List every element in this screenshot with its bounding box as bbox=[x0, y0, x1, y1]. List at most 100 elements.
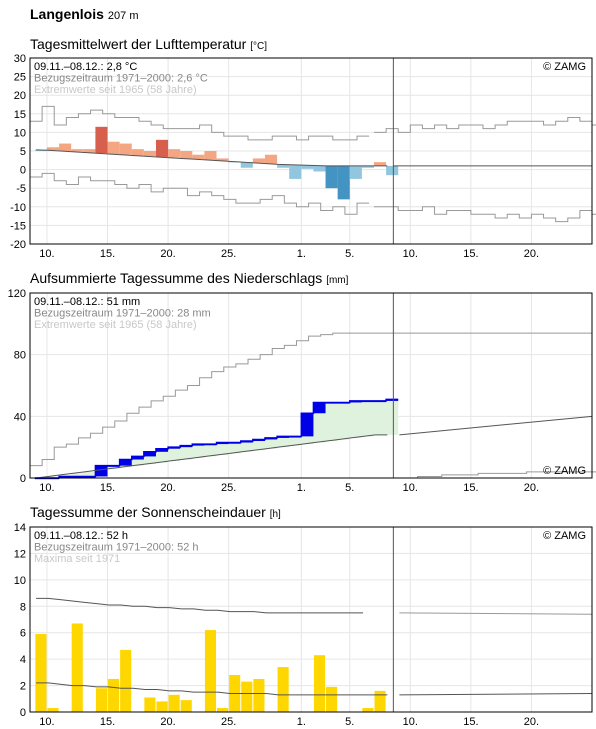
temperature-info-line: Extremwerte seit 1965 (58 Jahre) bbox=[34, 84, 197, 96]
sunshine-x-tick-label: 10. bbox=[403, 716, 418, 728]
temperature-y-tick-label: -15 bbox=[10, 220, 26, 232]
sunshine-bar bbox=[35, 634, 47, 712]
sunshine-info-line: 09.11.–08.12.: 52 h bbox=[34, 530, 128, 542]
temperature-y-tick-label: -5 bbox=[16, 183, 26, 195]
temperature-bar bbox=[361, 165, 374, 168]
sunshine-x-tick-label: 5. bbox=[345, 716, 354, 728]
sunshine-bar bbox=[120, 649, 132, 712]
sunshine-reference-mean-line bbox=[36, 682, 388, 696]
precipitation-bar bbox=[349, 400, 362, 403]
temperature-bar bbox=[373, 162, 387, 166]
sunshine-y-tick-label: 10 bbox=[14, 575, 26, 587]
temperature-bar bbox=[192, 154, 205, 160]
sunshine-bar bbox=[313, 655, 326, 712]
temperature-title-text: Tagesmittelwert der Lufttemperatur bbox=[30, 36, 247, 52]
temperature-bar bbox=[180, 151, 193, 159]
precipitation-bar bbox=[240, 441, 253, 443]
temperature-y-tick-label: -10 bbox=[10, 202, 26, 214]
precipitation-y-tick-label: 120 bbox=[8, 288, 26, 300]
temperature-y-tick-label: 5 bbox=[20, 146, 26, 158]
temperature-bar bbox=[301, 165, 314, 169]
precipitation-x-tick-label: 15. bbox=[100, 482, 115, 494]
precipitation-x-tick-label: 5. bbox=[345, 482, 354, 494]
precipitation-x-tick-label: 15. bbox=[463, 482, 478, 494]
temperature-bar bbox=[168, 149, 181, 158]
sunshine-bar bbox=[277, 667, 289, 712]
sunshine-bar bbox=[204, 630, 217, 712]
temperature-x-tick-label: 1. bbox=[297, 248, 306, 260]
sunshine-bar bbox=[217, 708, 229, 712]
temperature-x-tick-label: 15. bbox=[100, 248, 115, 260]
sunshine-y-tick-label: 6 bbox=[20, 628, 26, 640]
precipitation-bar bbox=[192, 444, 205, 446]
temperature-bar bbox=[107, 141, 120, 154]
temperature-bar bbox=[289, 164, 302, 179]
sunshine-x-tick-label: 1. bbox=[297, 716, 306, 728]
temperature-bar bbox=[119, 143, 132, 155]
temperature-bar bbox=[46, 147, 60, 151]
sunshine-y-tick-label: 0 bbox=[20, 707, 26, 719]
temperature-bar bbox=[349, 165, 362, 179]
temperature-x-tick-label: 20. bbox=[524, 248, 539, 260]
precipitation-x-tick-label: 1. bbox=[297, 482, 306, 494]
sunshine-info-line: Maxima seit 1971 bbox=[34, 553, 120, 565]
temperature-bar bbox=[386, 165, 399, 176]
sunshine-bar bbox=[71, 623, 83, 712]
temperature-bar bbox=[143, 151, 156, 157]
temperature-bar bbox=[83, 149, 96, 153]
sunshine-copyright: © ZAMG bbox=[543, 530, 586, 542]
temperature-extreme-min-line bbox=[30, 172, 370, 215]
precipitation-x-tick-label: 25. bbox=[221, 482, 236, 494]
sunshine-y-tick-label: 8 bbox=[20, 601, 26, 613]
precipitation-bar bbox=[252, 439, 265, 441]
sunshine-bar bbox=[156, 701, 168, 712]
temperature-bar bbox=[325, 165, 338, 189]
precipitation-x-tick-label: 20. bbox=[524, 482, 539, 494]
precipitation-bar bbox=[131, 456, 144, 460]
sunshine-y-tick-label: 14 bbox=[14, 522, 26, 534]
temperature-bar bbox=[313, 165, 326, 172]
temperature-info-line: 09.11.–08.12.: 2,8 °C bbox=[34, 61, 137, 73]
temperature-panel: 30 25 20 15 10 5 0 -5 -10 -15 -20 10. 15. 20. 25. 1. 5. 1… bbox=[10, 53, 596, 260]
sunshine-unit: [h] bbox=[269, 509, 281, 520]
precipitation-extreme-max-line bbox=[30, 332, 345, 467]
sunshine-title-text: Tagessumme der Sonnenscheindauer bbox=[30, 504, 266, 520]
precipitation-title-text: Aufsummierte Tagessumme des Niederschlag… bbox=[30, 270, 323, 286]
sunshine-maxima-continuation bbox=[399, 612, 593, 615]
precipitation-x-tick-label: 10. bbox=[39, 482, 54, 494]
sunshine-reference-continuation bbox=[399, 693, 593, 696]
sunshine-bar bbox=[326, 686, 338, 712]
temperature-x-tick-label: 20. bbox=[160, 248, 175, 260]
sunshine-bar bbox=[180, 700, 192, 712]
sunshine-maxima-line bbox=[36, 597, 364, 614]
sunshine-title: Tagessumme der Sonnenscheindauer [h] bbox=[30, 504, 281, 520]
sunshine-x-tick-label: 15. bbox=[100, 716, 115, 728]
precipitation-title: Aufsummierte Tagessumme des Niederschlag… bbox=[30, 270, 348, 286]
sunshine-bar bbox=[108, 678, 120, 712]
station-name: Langenlois bbox=[30, 6, 104, 22]
precipitation-frame bbox=[29, 292, 593, 479]
precipitation-bar bbox=[155, 448, 169, 452]
sunshine-x-tick-label: 20. bbox=[160, 716, 175, 728]
temperature-reference-mean-line bbox=[36, 149, 388, 167]
sunshine-bar bbox=[374, 690, 386, 712]
temperature-bar bbox=[337, 165, 350, 200]
sunshine-bar bbox=[168, 694, 180, 712]
sunshine-x-tick-label: 15. bbox=[463, 716, 478, 728]
precipitation-bar bbox=[95, 465, 108, 477]
precipitation-bar bbox=[180, 445, 193, 448]
precipitation-bar bbox=[313, 402, 326, 414]
sunshine-x-tick-label: 10. bbox=[39, 716, 54, 728]
precipitation-info-line: Extremwerte seit 1965 (58 Jahre) bbox=[34, 319, 197, 331]
temperature-bar bbox=[204, 151, 217, 160]
precipitation-cumulative-line bbox=[34, 398, 399, 479]
temperature-x-tick-label: 10. bbox=[39, 248, 54, 260]
precipitation-bar bbox=[386, 399, 399, 401]
sunshine-panel: 14 12 10 8 6 4 2 0 10. 15. 20. 25. 1. 5. 10. 15. 20. 09.1… bbox=[14, 522, 593, 728]
precipitation-x-tick-label: 10. bbox=[403, 482, 418, 494]
sunshine-y-tick-label: 2 bbox=[20, 681, 26, 693]
precipitation-bar bbox=[277, 436, 290, 438]
precipitation-bar bbox=[264, 437, 278, 440]
precipitation-x-tick-label: 20. bbox=[160, 482, 175, 494]
